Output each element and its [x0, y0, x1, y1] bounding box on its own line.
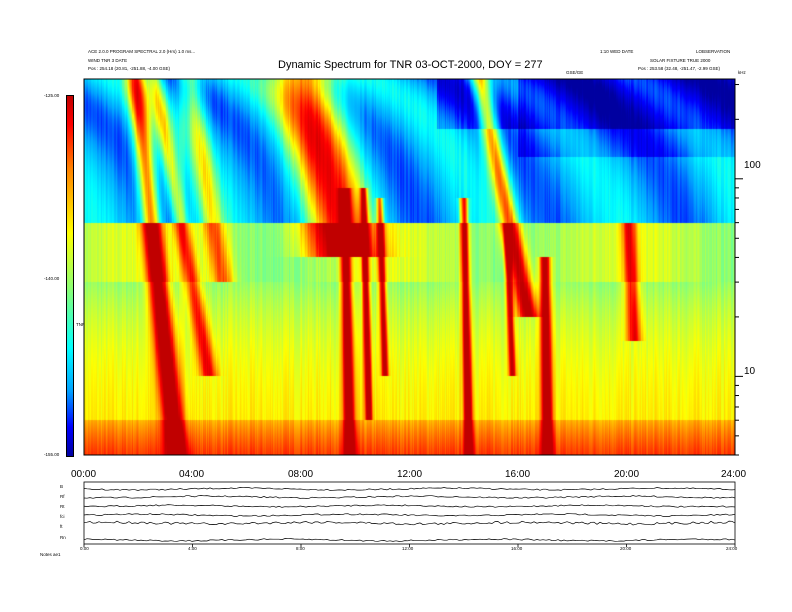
time-tick-label-24: 24:00: [721, 469, 747, 480]
colorbar-tick-label-mid: -140.00: [44, 276, 60, 281]
parameter-trace: [83, 504, 736, 508]
bottom-tick-label-3: 12:00: [402, 546, 414, 551]
panel-label-b: B: [60, 484, 64, 489]
bottom-tick-label-0: 0:00: [80, 546, 89, 551]
time-tick-label-00: 00:00: [71, 469, 97, 480]
panel-label-fci: fci: [60, 514, 65, 519]
colorbar-tick-label-bottom: -155.00: [44, 452, 60, 457]
bottom-tick-label-4: 16:00: [511, 546, 523, 551]
freq-tick-label-10: 10: [744, 366, 756, 377]
header-right-line-3: SOLAR FIXTURE TRUE 2000: [650, 58, 711, 63]
freq-axis-unit-label: kHz: [738, 70, 746, 75]
panel-label-ft: ft: [60, 524, 63, 529]
time-tick-label-20: 20:00: [614, 469, 640, 480]
footnote: Notes ae1: [40, 552, 61, 557]
header-left-line-2: WIND TNR 3 DATE: [88, 58, 128, 63]
time-tick-label-12: 12:00: [397, 469, 423, 480]
freq-axis-sub-label: GSE/GE: [566, 70, 584, 75]
time-tick-label-04: 04:00: [179, 469, 205, 480]
parameter-trace: [83, 513, 736, 517]
freq-tick-label-100: 100: [744, 160, 761, 171]
panel-label-rf: Rf: [60, 494, 65, 499]
panel-label-rt: Rt: [60, 504, 65, 509]
bottom-tick-label-5: 20:00: [620, 546, 632, 551]
header-left-line-1: ACE 2.0.0 PROGRAM SPECTRAL 2.0 (Hrs) 1.0…: [88, 49, 196, 54]
colorbar: [66, 95, 74, 457]
parameter-trace: [83, 538, 736, 542]
parameter-trace: [83, 495, 736, 499]
header-right-line-4: Pos : 253.58 (32.48, -251.47, -2.99 GSE): [638, 66, 721, 71]
header-right-line-1: 1:10 WED DATE: [600, 49, 634, 54]
header-right-line-2: LOBSERVATION: [696, 49, 731, 54]
colorbar-tick-label-top: -125.00: [44, 93, 60, 98]
lower-panel-traces: [83, 487, 736, 547]
colorbar-label: TNR: [76, 322, 86, 327]
parameter-trace: [83, 487, 736, 491]
chart-title: Dynamic Spectrum for TNR 03-OCT-2000, DO…: [278, 59, 543, 71]
parameter-trace: [83, 520, 736, 526]
header-left-line-3: Pos : 254.18 (20.81, -251.88, -4.00 GSE): [88, 66, 171, 71]
time-tick-label-08: 08:00: [288, 469, 314, 480]
bottom-tick-label-6: 24:00: [726, 546, 738, 551]
lower-panel-border: [83, 481, 736, 545]
time-tick-label-16: 16:00: [505, 469, 531, 480]
panel-label-rn: Rn: [60, 535, 66, 540]
bottom-tick-label-1: 4:00: [188, 546, 197, 551]
bottom-tick-label-2: 8:00: [296, 546, 305, 551]
